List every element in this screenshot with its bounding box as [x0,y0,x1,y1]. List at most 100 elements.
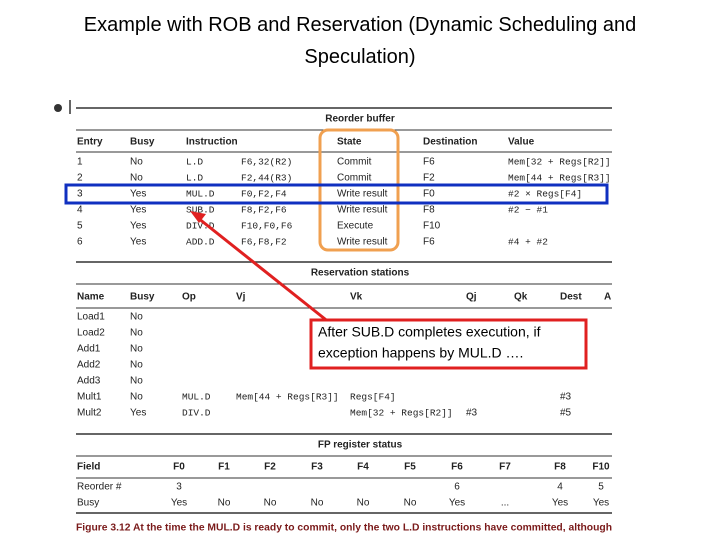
cell: #5 [560,408,572,419]
column-header: Name [77,292,105,303]
cell: MUL.D [182,392,211,403]
cell: F2,44(R3) [241,173,292,184]
column-header: F7 [499,462,511,473]
column-header: Entry [77,137,103,148]
state-highlight [318,128,400,252]
cell: 1 [77,157,83,168]
bullet [54,104,62,112]
cell: 4 [77,205,83,216]
column-header: Busy [130,137,155,148]
column-header: Busy [130,292,155,303]
cell: F8,F2,F6 [241,205,287,216]
column-header: Field [77,462,100,473]
cell: Commit [337,173,372,184]
cell: ... [501,498,509,509]
column-header: F3 [311,462,323,473]
cell: Yes [130,408,146,419]
cell: No [130,392,143,403]
column-header: Dest [560,292,582,303]
cell: F6 [423,237,435,248]
column-header: F2 [264,462,276,473]
cell: DIV.D [186,221,215,232]
cell: #2 − #1 [508,205,548,216]
cell: F8 [423,205,435,216]
column-header: Vk [350,292,363,303]
cell: Yes [130,205,146,216]
cell: Write result [337,205,388,216]
caption: Figure 3.12 At the time the MUL.D is rea… [76,523,612,534]
cell: 5 [598,482,604,493]
cell: No [218,498,231,509]
table-title: FP register status [318,440,403,451]
callout-text: After SUB.D completes execution, if [318,324,541,340]
column-header: Instruction [186,137,238,148]
cell: Yes [130,237,146,248]
row-highlight [64,183,609,205]
cell: 6 [454,482,460,493]
cell: #3 [466,408,478,419]
column-header: F5 [404,462,416,473]
cell: 4 [557,482,563,493]
cell: L.D [186,173,203,184]
cell: Yes [130,189,146,200]
cell: No [130,344,143,355]
title-part: Speculation) [304,46,415,68]
column-header: Destination [423,137,477,148]
tables: Reorder buffer Entry Busy Instruction State D… [77,114,611,509]
cell: No [264,498,277,509]
cell: Mem[32 + Regs[R2]] [508,157,611,168]
cell: Regs[F4] [350,392,396,403]
column-header: F8 [554,462,566,473]
cell: No [311,498,324,509]
cell: Load2 [77,328,105,339]
cell: No [130,173,143,184]
table-title: Reservation stations [311,268,410,279]
cell: Mult2 [77,408,102,419]
column-header: F6 [451,462,463,473]
arrow-head [190,211,206,223]
row-label: Busy [77,498,99,509]
arrow [197,216,331,325]
slide-title-line1: Example with ROB and Reservation (Dynami… [84,14,637,68]
cell: 5 [77,221,83,232]
cell: Yes [593,498,609,509]
cell: No [357,498,370,509]
column-header: Qj [466,292,477,303]
cell: F10,F0,F6 [241,221,293,232]
cell: Yes [130,221,146,232]
table-title: Reorder buffer [325,114,395,125]
cell: Add2 [77,360,101,371]
cell: Mem[32 + Regs[R2]] [350,408,453,419]
cell: L.D [186,157,203,168]
cell: No [130,312,143,323]
cell: SUB.D [186,205,215,216]
cell: MUL.D [186,189,215,200]
cell: Write result [337,237,388,248]
callout-box [309,318,588,370]
cell: Load1 [77,312,105,323]
column-header: Value [508,137,535,148]
cell: Yes [171,498,187,509]
cell: Mem[44 + Regs[R3]] [508,173,611,184]
title-part: Example with ROB and Reservation (Dynami… [84,14,637,36]
column-header: State [337,137,362,148]
cell: No [130,157,143,168]
cell: F6 [423,157,435,168]
column-header: F4 [357,462,369,473]
cell: F10 [423,221,441,232]
cell: F0 [423,189,435,200]
column-header: F0 [173,462,185,473]
cell: 6 [77,237,83,248]
cell: Add3 [77,376,101,387]
cell: Mem[44 + Regs[R3]] [236,392,339,403]
cell: ADD.D [186,237,215,248]
column-header: Vj [236,292,246,303]
cell: No [130,328,143,339]
cell: 2 [77,173,83,184]
column-header: A [604,292,611,303]
column-header: Op [182,292,196,303]
cell: No [404,498,417,509]
cell: Commit [337,157,372,168]
column-header: F1 [218,462,230,473]
